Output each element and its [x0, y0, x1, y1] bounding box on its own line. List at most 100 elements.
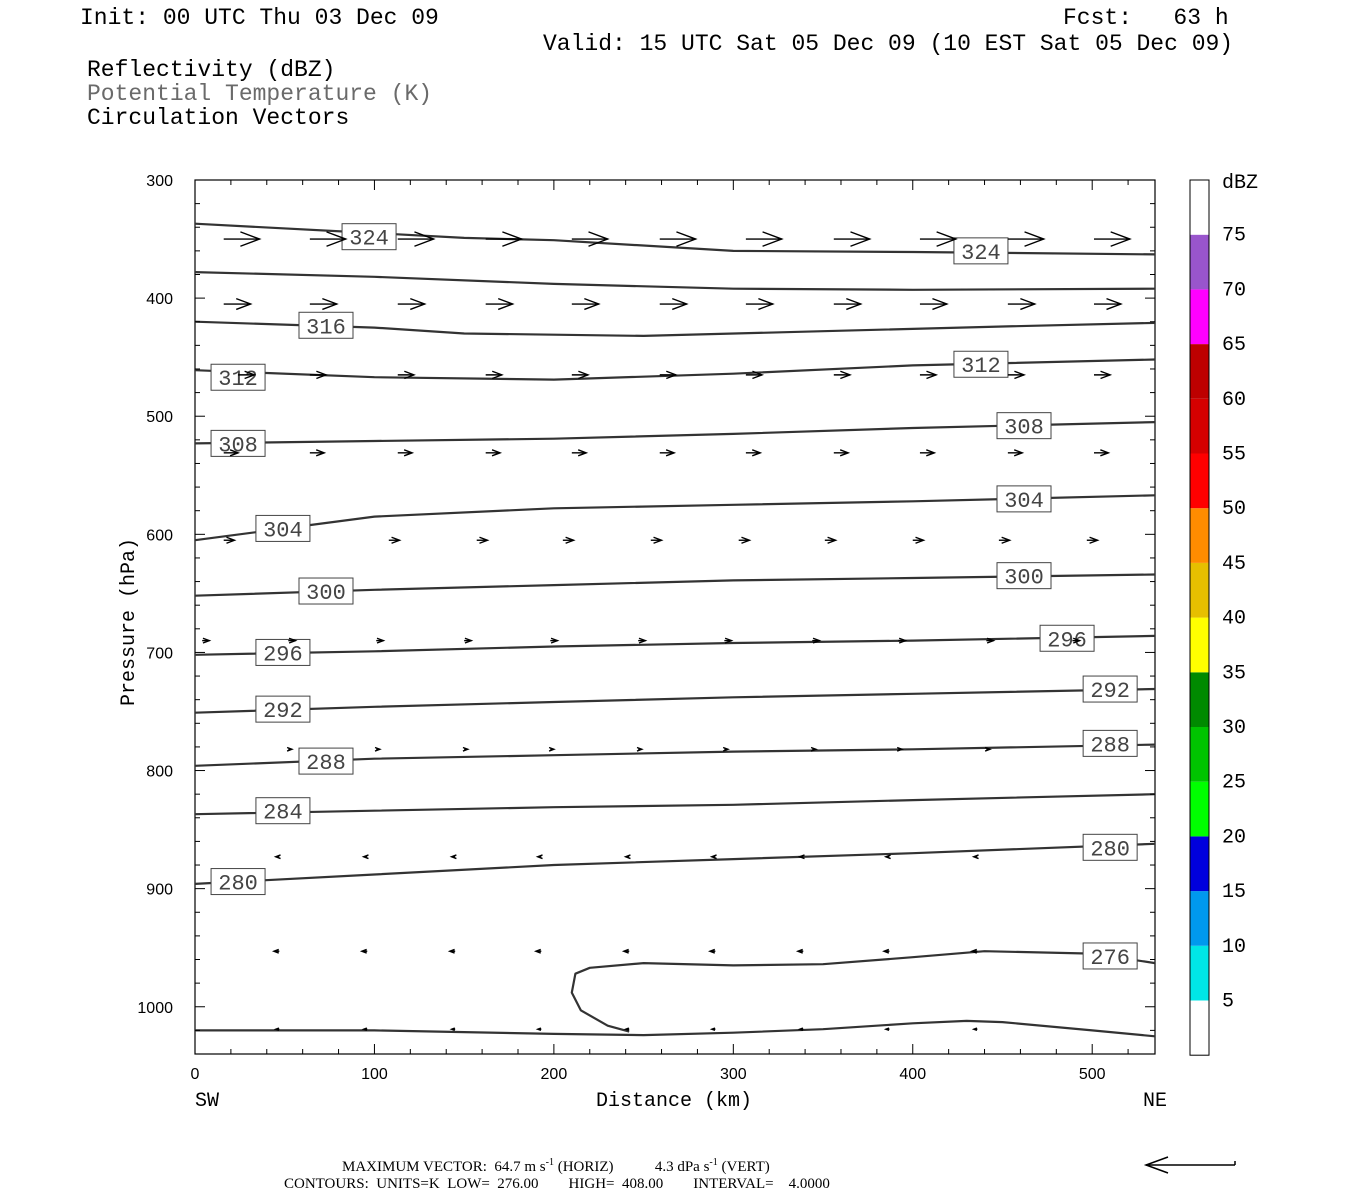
circulation-vector-head	[846, 297, 863, 311]
contour-label-box	[341, 223, 397, 251]
contour-label-box	[298, 577, 354, 605]
contour-label-box	[298, 747, 354, 775]
contour-label-box	[1039, 624, 1095, 652]
circulation-vector-head	[1089, 536, 1100, 544]
contour-label-292: 292	[1090, 679, 1130, 704]
contour-label-292: 292	[263, 699, 303, 724]
theta-contour-312	[194, 358, 1156, 381]
circulation-vector-head	[638, 637, 648, 644]
contour-label-300: 300	[306, 581, 346, 606]
contour-label-296: 296	[263, 642, 303, 667]
x-tick-label: 200	[541, 1066, 568, 1083]
colorbar-swatch	[1190, 289, 1209, 345]
x-end-label-sw: SW	[195, 1090, 219, 1113]
circulation-vector-head	[550, 637, 560, 644]
colorbar-level-label: 60	[1222, 389, 1246, 412]
contour-label-box	[255, 514, 311, 542]
colorbar-level-label: 25	[1222, 772, 1246, 795]
circulation-vector-head	[936, 231, 958, 247]
circulation-vector-head	[724, 637, 734, 644]
x-tick-label: 500	[1079, 1066, 1106, 1083]
circulation-vector-head	[271, 948, 279, 954]
colorbar-level-label: 55	[1222, 444, 1246, 467]
circulation-vector-head	[414, 231, 436, 247]
colorbar-swatch	[1190, 836, 1209, 892]
circulation-vector-head	[1014, 370, 1027, 380]
x-tick-label: 100	[361, 1066, 388, 1083]
contour-label-308: 308	[218, 433, 258, 458]
colorbar-level-label: 30	[1222, 717, 1246, 740]
colorbar-level-label: 20	[1222, 826, 1246, 849]
contour-label-280: 280	[218, 872, 258, 897]
contour-label-box	[996, 412, 1052, 440]
circulation-vector-head	[240, 231, 262, 247]
contour-label-288: 288	[1090, 733, 1130, 758]
theta-contour-284	[194, 793, 1156, 816]
contour-label-284: 284	[263, 801, 303, 826]
circulation-vector-head	[244, 370, 257, 380]
contour-label-box	[996, 562, 1052, 590]
circulation-vector-head	[1001, 536, 1012, 544]
colorbar-swatch	[1190, 398, 1209, 454]
contour-label-276: 276	[1090, 946, 1130, 971]
colorbar-frame	[1189, 179, 1210, 1056]
contour-label-304: 304	[1004, 489, 1044, 514]
circulation-vector-head	[462, 746, 470, 752]
circulation-vector-head	[752, 370, 765, 380]
circulation-vector-head	[883, 854, 891, 860]
x-tick-label: 300	[720, 1066, 747, 1083]
theta-contour-320	[194, 271, 1156, 291]
y-tick-label: 700	[146, 645, 173, 662]
circulation-vector-head	[882, 948, 890, 954]
circulation-vector-head	[926, 370, 939, 380]
circulation-vector-head	[288, 637, 298, 644]
colorbar-level-label: 35	[1222, 662, 1246, 685]
colorbar-level-label: 50	[1222, 498, 1246, 521]
circulation-vector-head	[839, 449, 851, 457]
circulation-vector-head	[932, 297, 949, 311]
circulation-vector-head	[926, 449, 937, 457]
circulation-vector-head	[827, 536, 838, 544]
circulation-vector-head	[672, 297, 689, 311]
circulation-vector-head	[391, 536, 402, 544]
y-tick-label: 1000	[137, 1000, 173, 1017]
y-tick-label: 500	[146, 409, 173, 426]
x-tick-label: 0	[191, 1066, 200, 1083]
colorbar-level-label: 65	[1222, 334, 1246, 357]
circulation-vector-head	[235, 297, 253, 311]
contour-label-box	[1082, 833, 1138, 861]
field-circulation-vectors: Circulation Vectors	[87, 105, 350, 131]
contour-label-box	[255, 797, 311, 825]
circulation-vector-head	[449, 854, 457, 860]
colorbar-swatch	[1190, 781, 1209, 837]
circulation-vector-head	[376, 637, 386, 644]
circulation-vector-head	[1013, 449, 1025, 457]
colorbar-swatch	[1190, 617, 1209, 673]
circulation-vector-head	[577, 449, 589, 457]
field-potential-temperature: Potential Temperature (K)	[87, 81, 433, 107]
x-axis-label: Distance (km)	[596, 1090, 752, 1113]
circulation-vector-head	[374, 746, 382, 752]
circulation-vector-head	[1020, 297, 1037, 311]
circulation-vector-head	[665, 449, 677, 457]
contour-label-box	[210, 429, 266, 457]
contour-label-308: 308	[1004, 416, 1044, 441]
theta-contour-308	[194, 421, 1156, 445]
circulation-vector-head	[762, 231, 784, 247]
circulation-vector-head	[535, 854, 543, 860]
circulation-vector-head	[1072, 637, 1082, 644]
circulation-vector-head	[588, 231, 610, 247]
contour-label-box	[953, 237, 1009, 265]
colorbar-swatch	[1190, 1000, 1209, 1056]
circulation-vector-head	[361, 854, 369, 860]
init-time: Init: 00 UTC Thu 03 Dec 09	[80, 5, 439, 31]
colorbar-swatch	[1190, 891, 1209, 946]
x-end-label-ne: NE	[1143, 1090, 1167, 1113]
colorbar-level-label: 40	[1222, 608, 1246, 631]
circulation-vector-head	[502, 231, 524, 247]
circulation-vector-head	[984, 746, 992, 752]
max-vector-info: MAXIMUM VECTOR: 64.7 m s-1 (HORIZ) 4.3 d…	[342, 1157, 770, 1175]
circulation-vector-head	[326, 231, 348, 247]
circulation-vector-head	[707, 948, 716, 954]
colorbar-level-label: 10	[1222, 936, 1246, 959]
